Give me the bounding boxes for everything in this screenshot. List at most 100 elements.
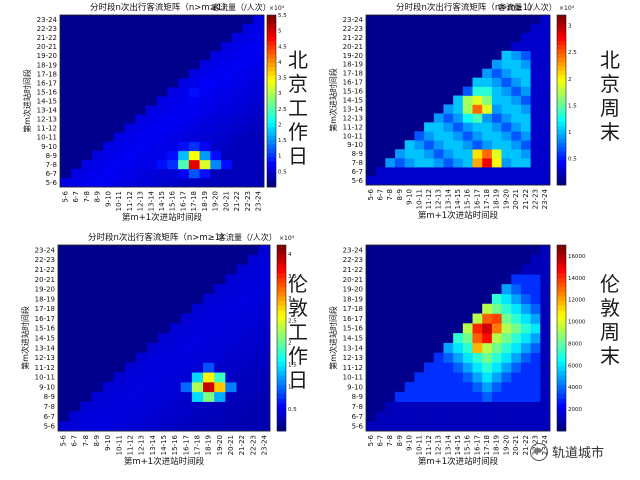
heatmap-cell (520, 293, 531, 305)
heatmap-cell (501, 421, 512, 432)
heatmap-cell (540, 104, 551, 114)
heatmap-cell (443, 158, 454, 168)
heatmap-cell (491, 342, 502, 353)
heatmap-cell (530, 131, 541, 141)
heatmap-cell (433, 140, 444, 150)
heatmap-cell (214, 352, 226, 363)
heatmap-cell (491, 131, 502, 141)
heatmap-cell (443, 140, 454, 150)
heatmap-cell (236, 362, 248, 373)
heatmap-cell (203, 323, 215, 334)
y-tick-label: 15-16 (37, 88, 58, 96)
heatmap-cell (472, 77, 483, 87)
heatmap-cell (258, 303, 271, 314)
heatmap-cell (147, 372, 159, 383)
heatmap-cell (462, 140, 473, 150)
colorbar-segment (557, 356, 566, 362)
heatmap-cell (462, 401, 473, 412)
colorbar-segment (557, 121, 566, 126)
heatmap-cell (191, 303, 204, 314)
colorbar-title: 客流量（/人次） (218, 232, 277, 242)
heatmap-cell (462, 95, 473, 105)
heatmap-cell (199, 141, 211, 152)
heatmap-cell (520, 131, 531, 141)
heatmap-cell (453, 149, 464, 159)
heatmap-cell (258, 254, 271, 265)
colorbar-segment (557, 268, 566, 274)
y-tick-label: 22-23 (343, 25, 363, 33)
heatmap-cell (253, 78, 265, 88)
heatmap-cell (70, 177, 82, 188)
heatmap-cell (501, 333, 512, 344)
heatmap-cell (199, 159, 211, 170)
heatmap-cell (491, 167, 502, 177)
colorbar-segment (557, 172, 566, 177)
x-tick-label: 12-13 (435, 435, 443, 455)
heatmap-cell (501, 313, 512, 324)
heatmap-cell (462, 342, 473, 353)
heatmap-cell (156, 177, 168, 188)
colorbar-segment (557, 151, 566, 156)
y-tick-label: 5-6 (352, 423, 364, 431)
heatmap-cell (188, 132, 200, 143)
heatmap-cell (124, 391, 137, 402)
colorbar-segment (277, 389, 286, 395)
colorbar-title: 客流量（/人次） (498, 2, 557, 12)
heatmap-cell (221, 141, 233, 152)
heatmap-cell (231, 105, 243, 115)
heatmap-cell (385, 411, 396, 422)
colorbar-segment (557, 108, 566, 114)
y-tick-label: 15-16 (343, 325, 364, 333)
heatmap-cell (58, 421, 70, 432)
y-tick-label: 13-14 (35, 344, 56, 352)
heatmap-cell (147, 421, 159, 432)
heatmap-cell (540, 176, 551, 186)
colorbar-segment (267, 156, 276, 162)
heatmap-cell (102, 391, 115, 402)
y-tick-label: 9-10 (347, 141, 363, 149)
heatmap-cell (258, 323, 271, 334)
heatmap-cell (225, 284, 237, 295)
heatmap-cell (530, 95, 541, 105)
colorbar-tick-label: 3.5 (278, 76, 287, 82)
y-tick-label: 14-15 (35, 335, 55, 343)
heatmap-cell (540, 382, 551, 393)
heatmap-cell (472, 113, 483, 123)
colorbar-segment (267, 152, 276, 158)
heatmap-cell (236, 284, 248, 295)
heatmap-cell (472, 411, 483, 422)
heatmap-cell (145, 177, 157, 188)
y-tick-label: 17-18 (343, 305, 363, 313)
y-tick-label: 11-12 (35, 364, 55, 372)
x-tick-label: 7-8 (386, 189, 394, 200)
heatmap-cell (178, 159, 190, 170)
heatmap-cell (167, 105, 179, 115)
colorbar-segment (277, 338, 286, 344)
plot-frame (365, 244, 551, 432)
heatmap-cell (501, 158, 512, 168)
y-tick-label: 12-13 (37, 116, 57, 124)
x-tick-label: 8-9 (93, 435, 101, 446)
heatmap-cell (231, 87, 243, 97)
heatmap-cell (443, 104, 454, 114)
heatmap-cell (511, 362, 522, 373)
heatmap-cell (453, 342, 464, 353)
heatmap-cell (414, 176, 425, 186)
chart-title: 分时段n次出行客流矩阵（n>m≥1） (88, 232, 229, 243)
heatmap-cell (511, 149, 522, 159)
colorbar-segment (557, 258, 566, 264)
heatmap-cell (375, 411, 386, 422)
heatmap-cell (472, 333, 483, 344)
heatmap-cell (203, 303, 215, 314)
heatmap-cell (242, 78, 254, 88)
heatmap-cell (231, 177, 243, 188)
colorbar-segment (267, 32, 276, 37)
heatmap-cell (540, 362, 551, 373)
heatmap-cell (188, 114, 200, 124)
heatmap-cell (530, 391, 541, 402)
y-tick-label: 22-23 (35, 256, 55, 264)
heatmap-cell (443, 113, 454, 123)
heatmap-cell (433, 382, 444, 393)
heatmap-cell (147, 411, 159, 422)
